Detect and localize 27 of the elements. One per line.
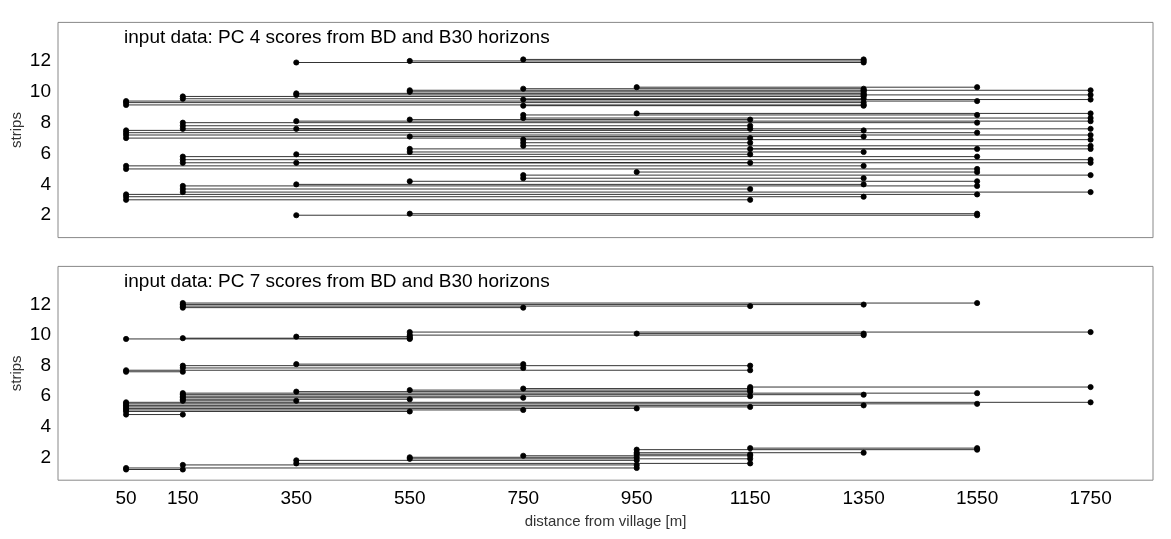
y-tick-label: 8: [40, 110, 51, 132]
x-tick-label: 1350: [842, 486, 885, 508]
x-tick-label: 750: [507, 486, 540, 508]
x-tick-label: 1550: [955, 486, 999, 508]
y-tick-label: 4: [40, 172, 52, 194]
chart-title: input data: PC 7 scores from BD and B30 horizons: [124, 270, 550, 292]
y-tick-label: 6: [40, 384, 51, 406]
x-tick-label: 150: [166, 486, 199, 508]
y-tick-label: 10: [29, 323, 51, 345]
y-tick-label: 4: [40, 414, 52, 436]
x-tick-label: 950: [620, 486, 653, 508]
y-tick-label: 2: [40, 203, 51, 225]
y-axis-title: strips: [7, 112, 25, 148]
chart-title: input data: PC 4 scores from BD and B30 horizons: [124, 26, 550, 48]
x-tick-label: 1750: [1069, 486, 1112, 508]
y-tick-label: 2: [40, 445, 51, 467]
y-tick-label: 8: [40, 353, 51, 375]
y-tick-label: 10: [29, 80, 51, 102]
y-tick-label: 12: [29, 292, 51, 314]
x-tick-label: 1150: [729, 486, 771, 508]
x-axis-title: distance from village [m]: [524, 512, 687, 530]
x-tick-label: 350: [280, 486, 313, 508]
y-tick-label: 6: [40, 141, 51, 163]
y-axis-title: strips: [7, 355, 25, 392]
x-tick-label: 550: [393, 486, 426, 508]
x-tick-label: 50: [115, 486, 137, 508]
y-tick-label: 12: [29, 49, 51, 71]
